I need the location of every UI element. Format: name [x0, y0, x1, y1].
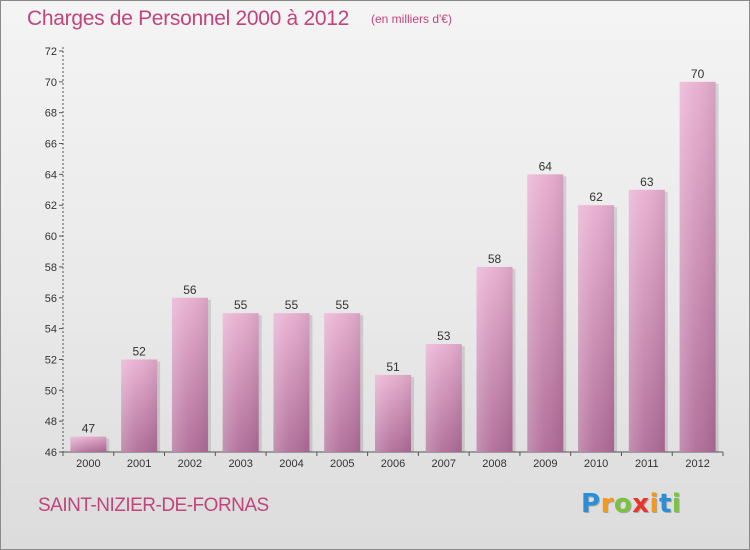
bar-sheen — [324, 313, 361, 452]
data-label: 47 — [82, 422, 96, 436]
y-tick-label: 62 — [45, 200, 57, 212]
y-tick-label: 64 — [45, 169, 57, 181]
bar-sheen — [222, 313, 259, 452]
y-tick-label: 66 — [45, 139, 57, 151]
y-tick-label: 70 — [45, 77, 57, 89]
data-label: 51 — [386, 360, 400, 374]
data-label: 70 — [691, 67, 705, 81]
x-tick-label: 2003 — [228, 458, 252, 470]
data-label: 58 — [488, 252, 502, 266]
x-tick-label: 2006 — [381, 458, 405, 470]
bar-sheen — [578, 205, 615, 452]
data-label: 56 — [183, 283, 197, 297]
x-tick-label: 2005 — [330, 458, 354, 470]
bar-sheen — [121, 359, 158, 452]
x-tick-label: 2007 — [432, 458, 456, 470]
chart-subtitle: (en milliers d'€) — [371, 12, 452, 26]
place-name: SAINT-NIZIER-DE-FORNAS — [38, 495, 269, 516]
x-tick-label: 2011 — [635, 458, 659, 470]
data-label: 55 — [285, 298, 299, 312]
x-tick-label: 2009 — [533, 458, 557, 470]
logo-letter: P — [581, 489, 601, 519]
logo-letter: i — [649, 489, 659, 519]
y-tick-label: 58 — [45, 262, 57, 274]
y-tick-label: 68 — [45, 108, 57, 120]
bar-sheen — [171, 297, 208, 452]
x-tick-label: 2008 — [482, 458, 506, 470]
x-tick-label: 2001 — [127, 458, 151, 470]
bar-sheen — [273, 313, 310, 452]
logo-letter: r — [600, 489, 614, 519]
data-label: 62 — [589, 190, 603, 204]
bar-sheen — [375, 374, 411, 452]
y-tick-label: 50 — [45, 385, 57, 397]
y-tick-label: 60 — [45, 231, 57, 243]
y-tick-label: 72 — [45, 46, 57, 58]
data-label: 53 — [437, 329, 451, 343]
bar-sheen — [70, 436, 107, 452]
x-tick-label: 2010 — [584, 458, 608, 470]
data-label: 64 — [539, 159, 553, 173]
data-label: 52 — [132, 344, 146, 358]
x-tick-label: 2004 — [279, 458, 303, 470]
logo-letter: x — [632, 489, 650, 519]
x-tick-label: 2000 — [76, 458, 100, 470]
data-label: 63 — [640, 175, 654, 189]
chart-title: Charges de Personnel 2000 à 2012 — [27, 7, 349, 30]
y-tick-label: 54 — [45, 324, 57, 336]
data-label: 55 — [336, 298, 350, 312]
data-label: 55 — [234, 298, 248, 312]
logo-letter: t — [658, 489, 672, 519]
y-tick-label: 46 — [45, 447, 57, 459]
bar-sheen — [425, 344, 462, 452]
bar-sheen — [679, 81, 716, 452]
bar-sheen — [476, 266, 513, 452]
logo-letter: o — [613, 489, 633, 519]
logo-letter: i — [671, 489, 682, 519]
bar-sheen — [527, 174, 564, 452]
y-tick-label: 48 — [45, 416, 57, 428]
x-tick-label: 2002 — [178, 458, 202, 470]
y-tick-label: 52 — [45, 354, 57, 366]
proxiti-logo: Proxiti — [581, 489, 681, 519]
y-tick-label: 56 — [45, 293, 57, 305]
x-tick-label: 2012 — [685, 458, 709, 470]
bar-sheen — [628, 189, 665, 453]
